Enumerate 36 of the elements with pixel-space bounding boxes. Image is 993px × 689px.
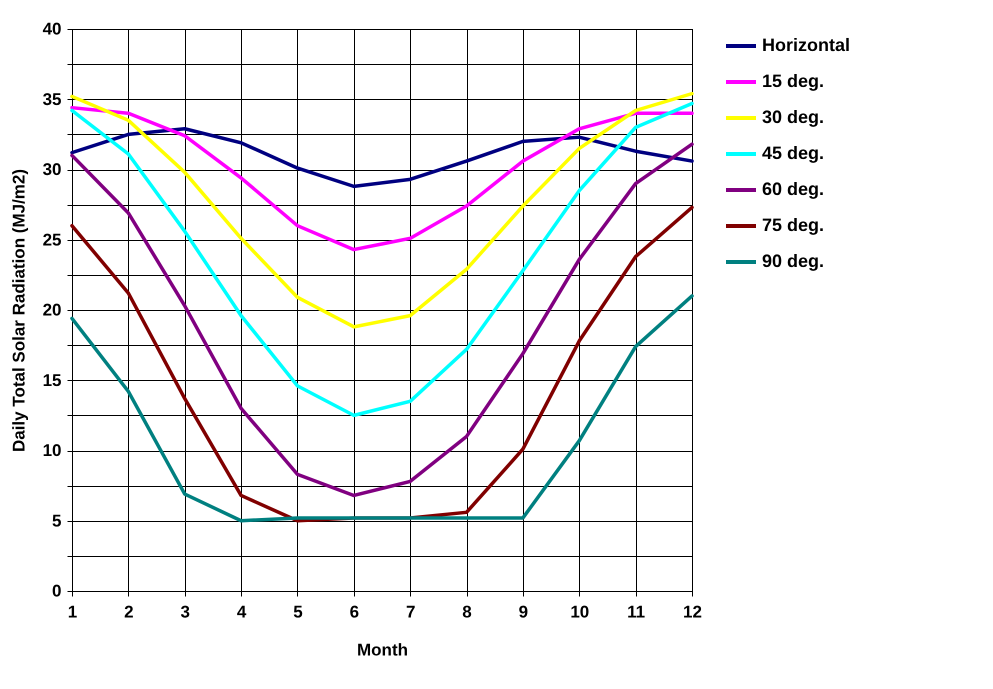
legend-label: 60 deg. <box>762 179 824 199</box>
line-series <box>70 92 694 329</box>
legend-label: 15 deg. <box>762 71 824 91</box>
y-tick-label: 0 <box>52 582 62 600</box>
line-series <box>70 294 694 522</box>
x-tick-label: 8 <box>462 602 472 622</box>
y-tick-label: 30 <box>42 160 62 179</box>
y-tick-label: 20 <box>42 300 62 320</box>
y-tick-label: 25 <box>42 230 62 250</box>
y-tick-label: 5 <box>52 511 62 530</box>
line-series <box>70 142 694 498</box>
x-tick-label: 11 <box>627 602 646 622</box>
legend-label: 45 deg. <box>762 143 824 163</box>
y-tick-label: 15 <box>42 370 62 390</box>
legend-label: 75 deg. <box>762 215 824 235</box>
line-series <box>70 106 694 252</box>
line-series <box>70 102 694 418</box>
x-tick-label: 5 <box>293 602 303 622</box>
x-tick-label: 10 <box>570 602 590 622</box>
x-tick-label: 3 <box>180 602 190 622</box>
line-series <box>70 127 694 188</box>
y-tick-label: 40 <box>42 20 62 38</box>
x-tick-label: 12 <box>683 602 702 622</box>
legend-label: 90 deg. <box>762 251 824 271</box>
x-tick-label: 9 <box>518 602 528 622</box>
legend-label: 30 deg. <box>762 107 824 127</box>
y-axis-title: Daily Total Solar Radiation (MJ/m2) <box>10 168 29 452</box>
x-tick-label: 4 <box>236 602 247 622</box>
x-tick-label: 7 <box>406 602 416 622</box>
x-axis-title: Month <box>357 640 408 660</box>
x-tick-label: 1 <box>68 602 78 622</box>
legend-label: Horizontal <box>762 35 850 55</box>
x-tick-label: 6 <box>350 602 360 622</box>
y-tick-label: 35 <box>42 90 62 109</box>
x-tick-label: 2 <box>124 602 134 622</box>
y-tick-label: 10 <box>42 441 62 460</box>
